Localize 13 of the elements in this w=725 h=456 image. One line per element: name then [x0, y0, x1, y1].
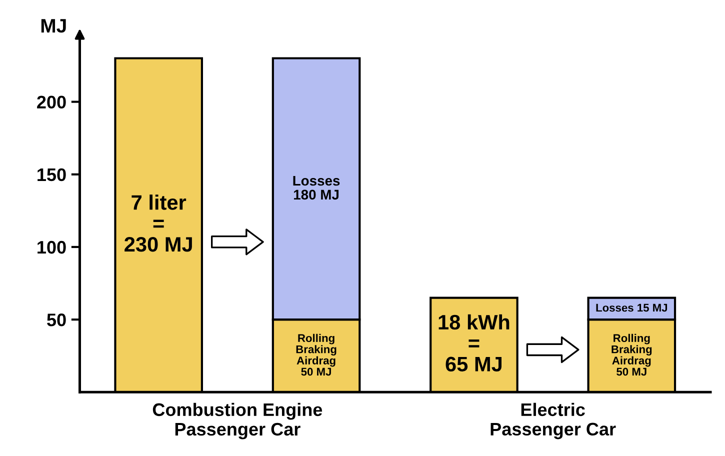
data-label: Rolling Braking Airdrag 50 MJ [612, 334, 652, 376]
y-tick-label: 150 [38, 168, 66, 182]
data-label: Rolling Braking Airdrag 50 MJ [296, 334, 336, 376]
text: Electric Passenger Car [490, 402, 616, 440]
data-label: Losses 15 MJ [596, 304, 668, 312]
y-tick-label: 50 [47, 314, 66, 326]
data-label: 7 liter = 230 MJ [124, 194, 192, 252]
y-axis-title: MJ [41, 19, 66, 33]
text: Combustion Engine Passenger Car [152, 402, 322, 440]
y-tick-label: 200 [37, 96, 66, 109]
data-label: Losses 180 MJ [293, 176, 340, 200]
data-label: 18 kWh = 65 MJ [438, 314, 510, 372]
y-tick-label: 100 [38, 240, 66, 254]
